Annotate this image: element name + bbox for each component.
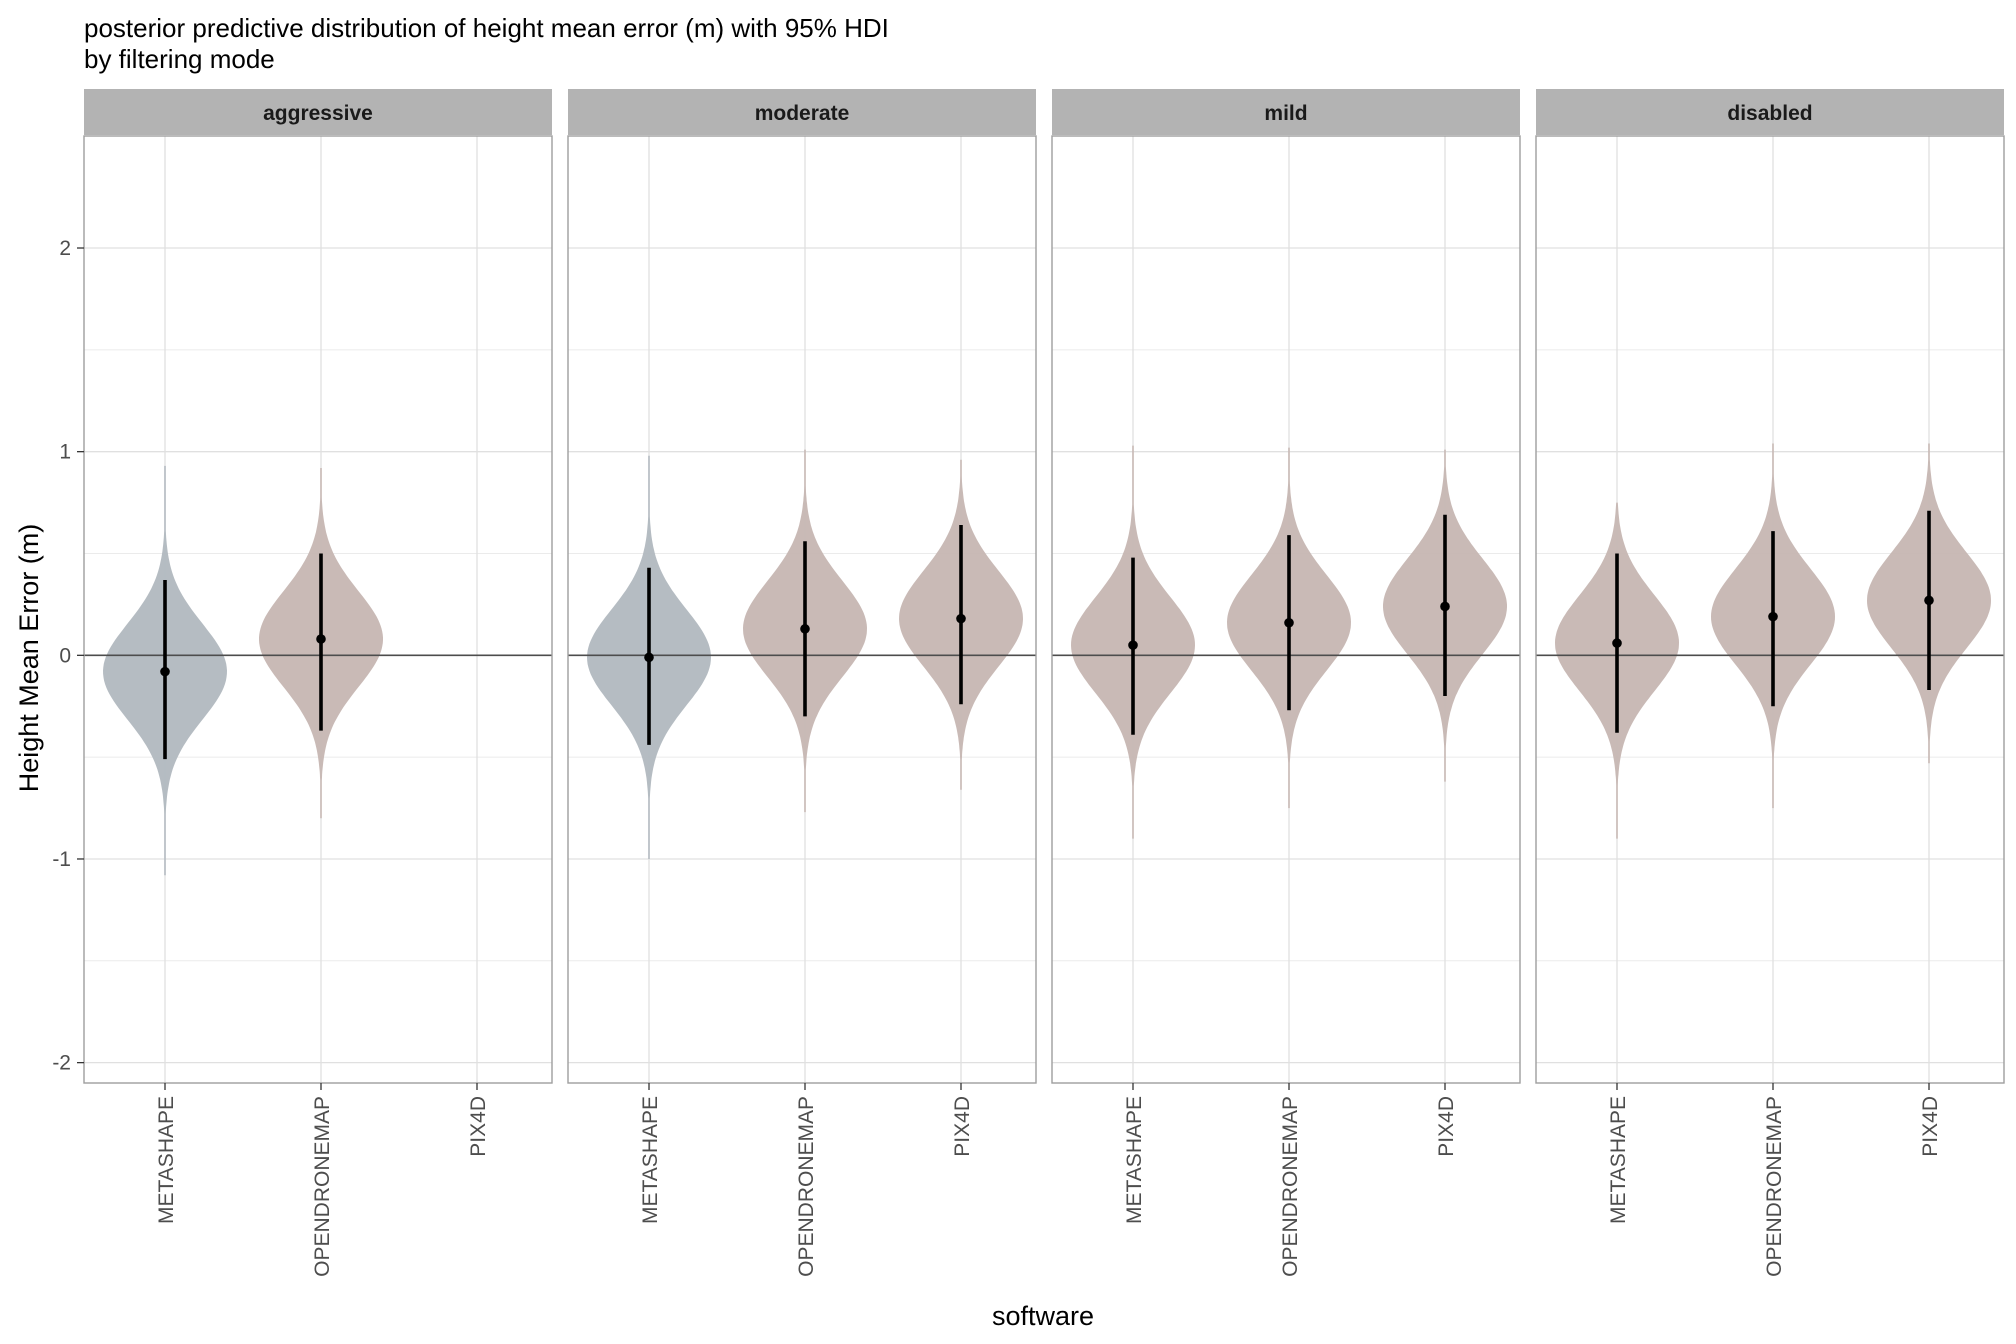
facet-strip-label: moderate: [755, 102, 850, 125]
x-tick-label: METASHAPE: [1123, 1096, 1146, 1224]
median-point: [1440, 601, 1450, 612]
median-point: [1924, 595, 1934, 606]
y-axis-title: Height Mean Error (m): [14, 524, 44, 793]
x-tick-label: PIX4D: [467, 1096, 490, 1157]
facet-panel-aggressive: aggressive METASHAPE OPENDRONEMAP PIX4D: [83, 89, 553, 1277]
y-tick-label: 0: [59, 644, 71, 667]
x-tick-label: METASHAPE: [1607, 1096, 1630, 1224]
y-tick-label: -2: [52, 1052, 71, 1075]
x-tick-label: PIX4D: [1435, 1096, 1458, 1157]
chart-subtitle: by filtering mode: [84, 44, 275, 74]
y-tick-label: 1: [59, 441, 71, 464]
facet-strip: [1536, 89, 2004, 135]
median-point: [956, 613, 966, 624]
median-point: [316, 634, 326, 644]
x-tick-label: OPENDRONEMAP: [1763, 1096, 1786, 1277]
facet-strip-label: mild: [1264, 102, 1307, 125]
facet-panel-moderate: moderate METASHAPE OPENDRONEMAP PIX4D: [567, 89, 1037, 1277]
y-tick-label: -1: [52, 848, 71, 871]
panel-border: [83, 135, 553, 1084]
x-axis-title: software: [992, 1301, 1094, 1331]
facet-panel-disabled: disabled METASHAPE OPENDRONEMAP PIX4D: [1535, 89, 2005, 1277]
facet-strip-label: disabled: [1727, 102, 1812, 125]
facet-panel-mild: mild METASHAPE OPENDRONEMAP PIX4D: [1051, 89, 1521, 1277]
panel-border: [1051, 135, 1521, 1084]
x-tick-label: OPENDRONEMAP: [1279, 1096, 1302, 1277]
x-tick-label: METASHAPE: [639, 1096, 662, 1224]
panel-border: [1535, 135, 2005, 1084]
panel-border: [567, 135, 1037, 1084]
median-point: [1768, 611, 1778, 622]
median-point: [1128, 640, 1138, 650]
chart-title: posterior predictive distribution of hei…: [84, 13, 889, 43]
median-point: [800, 624, 810, 634]
median-point: [644, 652, 654, 663]
facet-strip: [84, 89, 552, 135]
x-tick-label: METASHAPE: [155, 1096, 178, 1224]
x-tick-label: OPENDRONEMAP: [795, 1096, 818, 1277]
facet-strip: [1052, 89, 1520, 135]
x-tick-label: PIX4D: [951, 1096, 974, 1157]
facet-strip: [568, 89, 1036, 135]
median-point: [1284, 617, 1294, 628]
y-axis: -2 -1 0 1 2: [52, 237, 84, 1075]
median-point: [160, 666, 170, 677]
median-point: [1612, 638, 1622, 648]
x-tick-label: PIX4D: [1919, 1096, 1942, 1157]
y-tick-label: 2: [59, 237, 71, 260]
facet-strip-label: aggressive: [263, 102, 373, 125]
x-tick-label: OPENDRONEMAP: [311, 1096, 334, 1277]
